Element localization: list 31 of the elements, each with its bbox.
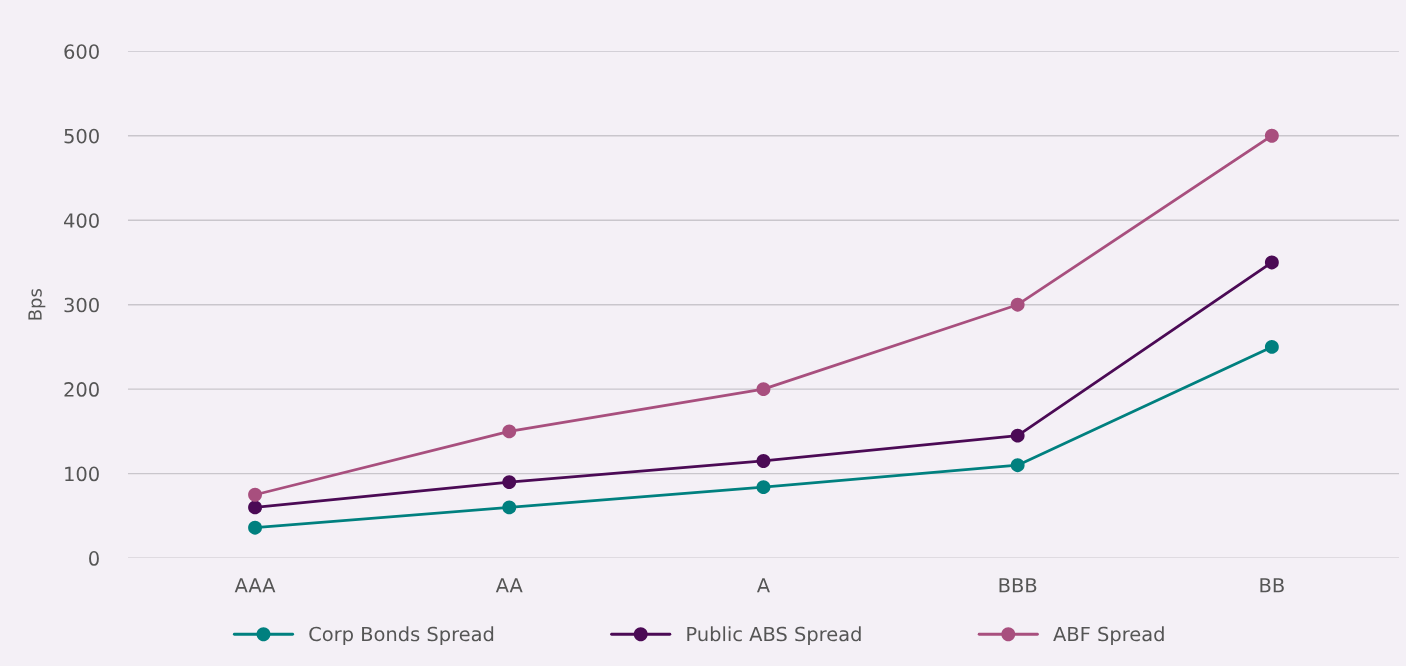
- point: [248, 487, 262, 502]
- legend-label: Public ABS Spread: [687, 626, 861, 646]
- point: [1264, 128, 1279, 143]
- x-tick-label: BB: [1260, 578, 1284, 593]
- y-tick-label: 400: [64, 213, 99, 228]
- point: [502, 475, 517, 490]
- y-tick-label: 100: [65, 466, 99, 482]
- point: [1264, 339, 1279, 354]
- y-tick-label: 300: [64, 297, 99, 313]
- y-tick-label: 200: [64, 382, 99, 397]
- y-tick-label: 0: [89, 551, 99, 566]
- point: [502, 424, 517, 439]
- legend-label: ABF Spread: [1053, 626, 1164, 646]
- x-tick-label: A: [756, 578, 770, 593]
- y-tick-label: 500: [64, 128, 99, 144]
- point: [756, 480, 771, 495]
- point: [248, 500, 262, 515]
- point: [1010, 297, 1025, 312]
- point: [756, 454, 771, 468]
- point: [1010, 428, 1025, 443]
- x-tick-label: AAA: [234, 578, 276, 593]
- legend-label: Corp Bonds Spread: [309, 626, 494, 646]
- x-tick-label: BBB: [999, 578, 1037, 593]
- y-tick-label: 600: [64, 44, 99, 59]
- point: [1264, 255, 1279, 270]
- point: [1010, 458, 1025, 473]
- point: [248, 520, 262, 535]
- point: [756, 382, 771, 397]
- y-axis-title: Bps: [28, 288, 46, 320]
- point: [502, 500, 517, 515]
- x-tick-label: AA: [495, 578, 523, 593]
